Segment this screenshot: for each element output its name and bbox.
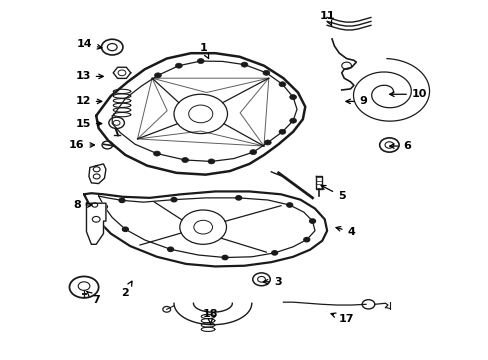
Circle shape: [171, 198, 177, 202]
Circle shape: [163, 306, 170, 312]
Text: 14: 14: [76, 39, 102, 49]
Text: 18: 18: [203, 309, 218, 324]
Text: 8: 8: [73, 200, 92, 210]
Polygon shape: [86, 203, 106, 244]
Circle shape: [102, 204, 107, 209]
Text: 6: 6: [389, 141, 410, 151]
Circle shape: [222, 255, 227, 260]
Text: 16: 16: [69, 140, 94, 150]
Text: 12: 12: [75, 96, 102, 107]
Text: 11: 11: [319, 11, 334, 26]
Text: 2: 2: [121, 281, 132, 297]
Circle shape: [252, 273, 270, 286]
Circle shape: [167, 247, 173, 251]
Circle shape: [182, 157, 188, 162]
Circle shape: [153, 151, 160, 156]
Text: 10: 10: [389, 89, 427, 99]
Circle shape: [303, 238, 309, 242]
Circle shape: [362, 300, 374, 309]
Circle shape: [286, 203, 292, 207]
Circle shape: [197, 59, 203, 64]
Circle shape: [279, 82, 285, 87]
Circle shape: [379, 138, 398, 152]
Text: 17: 17: [330, 313, 354, 324]
Text: 13: 13: [75, 71, 103, 81]
Text: 5: 5: [321, 185, 345, 201]
Text: 7: 7: [87, 292, 100, 305]
Circle shape: [122, 227, 128, 231]
Circle shape: [119, 198, 124, 203]
Circle shape: [289, 118, 296, 123]
Polygon shape: [316, 176, 322, 189]
Circle shape: [235, 196, 241, 200]
Circle shape: [309, 219, 315, 223]
Polygon shape: [89, 164, 106, 184]
Circle shape: [69, 276, 99, 298]
Text: 4: 4: [335, 226, 355, 237]
Circle shape: [263, 70, 269, 75]
Circle shape: [264, 140, 271, 145]
Text: 1: 1: [199, 43, 208, 59]
Circle shape: [279, 129, 285, 134]
Circle shape: [289, 95, 296, 100]
Text: 9: 9: [345, 96, 367, 107]
Polygon shape: [113, 67, 130, 78]
Circle shape: [241, 62, 247, 67]
Circle shape: [102, 141, 113, 149]
Circle shape: [109, 117, 124, 129]
Circle shape: [154, 73, 161, 78]
Text: 15: 15: [75, 118, 102, 129]
Circle shape: [175, 63, 182, 68]
Circle shape: [271, 251, 277, 255]
Circle shape: [249, 150, 256, 155]
Circle shape: [102, 39, 122, 55]
Circle shape: [207, 159, 214, 164]
Text: 3: 3: [263, 277, 282, 287]
